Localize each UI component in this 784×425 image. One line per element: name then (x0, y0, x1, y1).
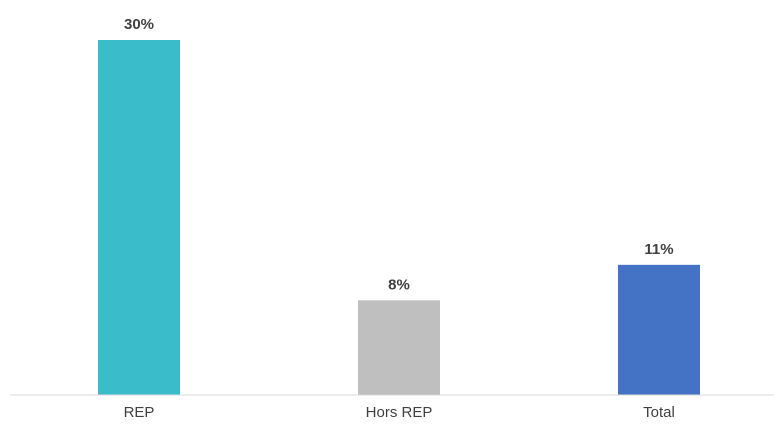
x-tick-label-total: Total (643, 404, 675, 421)
x-tick-label-rep: REP (124, 404, 155, 421)
data-label-hors-rep: 8% (388, 276, 410, 293)
value-labels-layer: 30% 8% 11% (124, 16, 674, 293)
bar-total (618, 264, 700, 395)
bar-hors-rep (358, 300, 440, 395)
bar-rep (98, 40, 180, 395)
data-label-rep: 30% (124, 16, 154, 33)
x-axis-tick-labels: REP Hors REP Total (124, 404, 675, 421)
x-tick-label-hors-rep: Hors REP (366, 404, 433, 421)
data-label-total: 11% (644, 241, 673, 258)
bars-layer (98, 40, 700, 395)
